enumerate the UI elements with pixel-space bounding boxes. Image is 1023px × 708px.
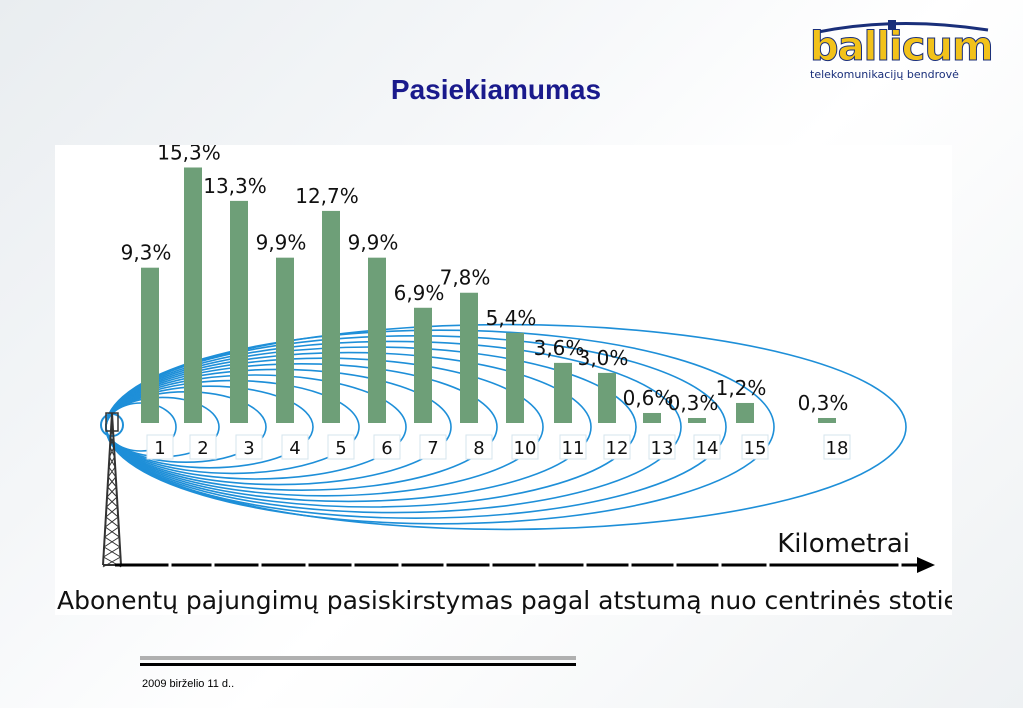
bar <box>141 267 159 423</box>
bar <box>322 210 340 423</box>
category-label: 14 <box>696 438 719 459</box>
distance-distribution-chart: 9,3% 15,3% 13,3% 9,9% 12,7% 9,9% 6,9%7,8% 5,4% 3… <box>57 140 972 615</box>
category-label-box <box>189 434 217 460</box>
category-label: 10 <box>514 438 537 459</box>
x-axis-arrow <box>917 557 935 573</box>
bar <box>368 257 386 423</box>
category-label-box <box>741 434 769 460</box>
bar <box>818 417 836 423</box>
bar <box>643 412 661 423</box>
category-label: 4 <box>289 438 300 459</box>
bar <box>460 292 478 423</box>
value-labels: 9,3% 15,3% 13,3% 9,9% 12,7% 9,9% 6,9%7,8% 5,4% 3… <box>121 140 849 415</box>
bar-value-label: 7,8% <box>440 266 491 290</box>
category-label: 5 <box>335 438 346 459</box>
bar <box>506 332 524 423</box>
bar-value-label: 12,7% <box>295 184 359 208</box>
category-label: 12 <box>606 438 629 459</box>
bar-value-label: 9,3% <box>121 241 172 265</box>
category-label: 11 <box>562 438 585 459</box>
category-label-box <box>419 434 447 460</box>
category-label-box <box>281 434 309 460</box>
category-label: 7 <box>427 438 438 459</box>
slide-date: 2009 birželio 11 d.. <box>142 678 235 690</box>
bar <box>276 257 294 423</box>
bar-value-label: 3,0% <box>578 346 629 370</box>
chart-caption: Abonentų pajungimų pasiskirstymas pagal … <box>57 586 952 615</box>
category-label-box <box>693 434 721 460</box>
radio-tower-icon <box>100 412 124 568</box>
bar <box>598 372 616 423</box>
logo-wordmark: ballicum <box>810 24 995 71</box>
bar-value-label: 0,3% <box>798 391 849 415</box>
category-label: 1 <box>154 438 165 459</box>
logo-subtitle: telekomunikacijų bendrovė <box>810 68 959 81</box>
bar <box>230 200 248 423</box>
bar-value-label: 0,6% <box>623 386 674 410</box>
category-label-box <box>823 434 851 460</box>
category-label-box <box>327 434 355 460</box>
bar <box>184 167 202 423</box>
category-label-box <box>146 434 174 460</box>
category-label: 15 <box>744 438 767 459</box>
bar-value-label: 15,3% <box>157 145 221 164</box>
category-label: 3 <box>243 438 254 459</box>
logo-swoosh <box>817 20 989 34</box>
footer-rule-black <box>140 663 576 666</box>
footer-rule-grey <box>140 656 576 660</box>
bar-value-label: 3,6% <box>534 336 585 360</box>
bar <box>688 417 706 423</box>
category-label: 2 <box>197 438 208 459</box>
category-label: 6 <box>381 438 392 459</box>
bar-value-label: 9,9% <box>256 231 307 255</box>
category-labels: 1 2 3 4 5 6 7 8 10 11 12 13 14 15 18 <box>146 434 851 460</box>
ballicum-logo: ballicum telekomunikacijų bendrovė <box>808 18 998 84</box>
bars <box>141 167 836 423</box>
category-label-box <box>511 434 539 460</box>
bar <box>554 362 572 423</box>
bar-value-label: 13,3% <box>203 174 267 198</box>
category-label-box <box>465 434 493 460</box>
chart-panel: 9,3% 15,3% 13,3% 9,9% 12,7% 9,9% 6,9% 7,8% 5,4% 3… <box>55 140 972 615</box>
category-label-box <box>603 434 631 460</box>
x-axis <box>115 557 935 573</box>
category-label: 18 <box>826 438 849 459</box>
category-label-box <box>373 434 401 460</box>
slide-title: Pasiekiamumas <box>390 74 602 105</box>
bar-value-label: 6,9% <box>394 281 445 305</box>
bar <box>414 307 432 423</box>
x-axis-label: Kilometrai <box>777 529 910 559</box>
category-label-box <box>648 434 676 460</box>
range-line <box>105 363 498 492</box>
bar <box>736 402 754 423</box>
category-label-box <box>559 434 587 460</box>
category-label: 8 <box>473 438 484 459</box>
bar-value-label: 1,2% <box>716 376 767 400</box>
category-label-box <box>235 434 263 460</box>
bar-value-label: 9,9% <box>348 231 399 255</box>
bar-value-label: 5,4% <box>486 306 537 330</box>
category-label: 13 <box>651 438 674 459</box>
bar-value-label: 0,3% <box>668 391 719 415</box>
